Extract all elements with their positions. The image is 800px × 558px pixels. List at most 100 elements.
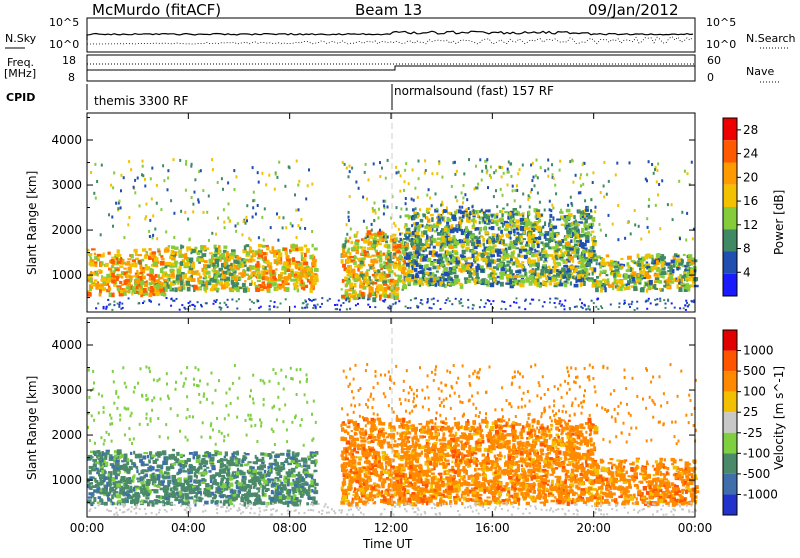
echo-cell xyxy=(358,187,360,190)
echo-cell xyxy=(314,501,318,505)
echo-cell xyxy=(239,277,241,280)
echo-cell xyxy=(506,264,509,267)
echo-cell xyxy=(414,280,417,283)
echo-cell xyxy=(659,227,661,230)
echo-cell xyxy=(130,168,132,171)
echo-cell xyxy=(398,171,400,174)
echo-cell xyxy=(452,266,455,270)
echo-cell xyxy=(560,279,562,282)
echo-cell xyxy=(520,222,524,225)
echo-cell xyxy=(396,251,401,254)
echo-cell xyxy=(260,306,262,308)
echo-cell xyxy=(278,216,280,219)
echo-cell xyxy=(100,263,102,267)
echo-cell xyxy=(349,170,351,173)
echo-cell xyxy=(283,467,285,469)
echo-cell xyxy=(602,270,606,273)
echo-cell xyxy=(545,231,548,233)
echo-cell xyxy=(95,286,98,289)
echo-cell xyxy=(129,270,132,274)
echo-cell xyxy=(542,305,544,307)
echo-cell xyxy=(353,274,355,279)
echo-cell xyxy=(510,228,512,231)
echo-cell xyxy=(603,195,605,198)
echo-cell xyxy=(336,304,338,306)
echo-cell xyxy=(398,275,402,279)
echo-cell xyxy=(252,206,254,209)
echo-cell xyxy=(595,287,599,292)
echo-cell xyxy=(624,237,626,240)
echo-cell xyxy=(261,271,263,274)
echo-cell xyxy=(549,282,552,285)
echo-cell xyxy=(516,265,519,268)
echo-cell xyxy=(588,279,592,281)
echo-cell xyxy=(258,490,260,492)
echo-cell xyxy=(300,218,302,221)
echo-cell xyxy=(590,209,592,212)
echo-cell xyxy=(499,226,501,229)
echo-cell xyxy=(580,242,583,246)
echo-cell xyxy=(306,502,309,505)
echo-cell xyxy=(593,250,596,253)
echo-cell xyxy=(458,300,460,302)
echo-cell xyxy=(259,250,262,254)
echo-cell xyxy=(489,174,491,177)
echo-cell xyxy=(226,281,229,286)
echo-cell xyxy=(667,299,669,301)
echo-cell xyxy=(274,188,276,191)
velocity-panel xyxy=(87,318,699,517)
echo-cell xyxy=(213,303,215,305)
echo-cell xyxy=(167,177,169,180)
echo-cell xyxy=(555,192,557,195)
echo-cell xyxy=(552,230,554,233)
echo-cell xyxy=(113,171,115,174)
echo-cell xyxy=(671,260,676,264)
echo-cell xyxy=(342,264,346,268)
echo-cell xyxy=(472,272,475,276)
echo-cell xyxy=(200,288,202,290)
echo-cell xyxy=(349,288,353,291)
echo-cell xyxy=(174,247,179,250)
echo-cell xyxy=(118,306,120,308)
echo-cell xyxy=(609,267,613,270)
echo-cell xyxy=(398,300,400,302)
echo-cell xyxy=(621,265,624,268)
echo-cell xyxy=(173,300,175,302)
echo-cell xyxy=(375,282,377,285)
echo-cell xyxy=(94,163,96,166)
echo-cell xyxy=(117,500,122,503)
echo-cell xyxy=(298,208,300,211)
echo-cell xyxy=(538,299,540,301)
echo-cell xyxy=(663,285,666,288)
echo-cell xyxy=(353,261,357,265)
echo-cell xyxy=(180,210,182,213)
echo-cell xyxy=(554,184,556,187)
echo-cell xyxy=(488,209,491,212)
echo-cell xyxy=(156,184,158,187)
echo-cell xyxy=(506,253,509,256)
echo-cell xyxy=(381,167,383,170)
echo-cell xyxy=(95,197,97,200)
echo-cell xyxy=(383,235,385,238)
echo-cell xyxy=(561,268,566,272)
echo-cell xyxy=(614,281,617,284)
echo-cell xyxy=(267,284,272,289)
echo-cell xyxy=(411,198,413,201)
echo-cell xyxy=(183,470,186,472)
echo-cell xyxy=(269,457,271,459)
echo-cell xyxy=(577,262,581,264)
echo-cell xyxy=(597,308,599,310)
echo-cell xyxy=(620,258,623,260)
echo-cell xyxy=(220,463,222,468)
echo-cell xyxy=(513,301,515,303)
echo-cell xyxy=(341,259,344,264)
echo-cell xyxy=(264,207,266,210)
echo-cell xyxy=(436,241,441,246)
echo-cell xyxy=(236,300,238,302)
echo-cell xyxy=(339,309,341,311)
echo-cell xyxy=(446,241,449,244)
echo-cell xyxy=(92,459,97,462)
echo-cell xyxy=(493,195,495,198)
echo-cell xyxy=(605,234,607,237)
echo-cell xyxy=(241,233,243,236)
